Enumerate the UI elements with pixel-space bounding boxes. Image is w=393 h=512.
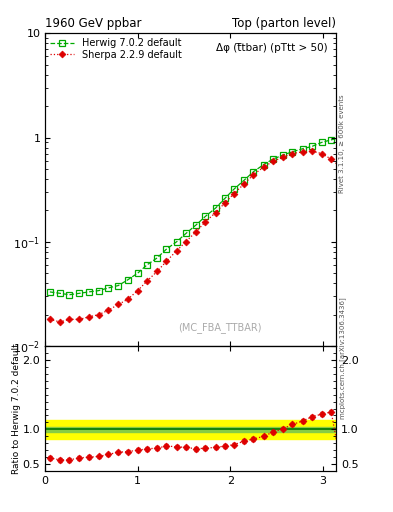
Sherpa 2.2.9 default <box>58 319 62 325</box>
Sherpa 2.2.9 default <box>290 151 295 157</box>
Herwig 7.0.2 default <box>222 196 227 202</box>
Herwig 7.0.2 default <box>261 161 266 167</box>
Sherpa 2.2.9 default <box>222 200 227 206</box>
Line: Herwig 7.0.2 default: Herwig 7.0.2 default <box>47 134 343 298</box>
Sherpa 2.2.9 default <box>48 316 52 323</box>
Herwig 7.0.2 default <box>164 246 169 252</box>
Herwig 7.0.2 default <box>86 289 91 295</box>
Sherpa 2.2.9 default <box>213 209 218 216</box>
Sherpa 2.2.9 default <box>155 268 160 274</box>
Herwig 7.0.2 default <box>106 285 110 291</box>
Sherpa 2.2.9 default <box>145 278 149 284</box>
Sherpa 2.2.9 default <box>232 190 237 197</box>
Sherpa 2.2.9 default <box>270 158 275 164</box>
Herwig 7.0.2 default <box>97 288 101 294</box>
Sherpa 2.2.9 default <box>338 164 343 170</box>
Herwig 7.0.2 default <box>242 177 246 183</box>
Herwig 7.0.2 default <box>145 262 149 268</box>
Y-axis label: Ratio to Herwig 7.0.2 default: Ratio to Herwig 7.0.2 default <box>12 343 21 474</box>
Herwig 7.0.2 default <box>116 283 121 289</box>
Herwig 7.0.2 default <box>48 289 52 295</box>
Text: 1960 GeV ppbar: 1960 GeV ppbar <box>45 16 142 30</box>
Herwig 7.0.2 default <box>281 152 285 158</box>
Herwig 7.0.2 default <box>184 230 188 237</box>
Sherpa 2.2.9 default <box>86 314 91 320</box>
Sherpa 2.2.9 default <box>261 164 266 170</box>
Sherpa 2.2.9 default <box>194 228 198 234</box>
Herwig 7.0.2 default <box>58 290 62 296</box>
Herwig 7.0.2 default <box>300 146 305 152</box>
Sherpa 2.2.9 default <box>106 307 110 313</box>
Herwig 7.0.2 default <box>125 277 130 283</box>
Line: Sherpa 2.2.9 default: Sherpa 2.2.9 default <box>48 148 343 325</box>
Sherpa 2.2.9 default <box>136 288 140 294</box>
Herwig 7.0.2 default <box>174 239 179 245</box>
Sherpa 2.2.9 default <box>242 181 246 187</box>
Legend: Herwig 7.0.2 default, Sherpa 2.2.9 default: Herwig 7.0.2 default, Sherpa 2.2.9 defau… <box>48 36 184 61</box>
Sherpa 2.2.9 default <box>309 148 314 154</box>
Herwig 7.0.2 default <box>329 137 334 143</box>
Herwig 7.0.2 default <box>338 135 343 141</box>
Text: Δφ (t̅tbar) (pTtt > 50): Δφ (t̅tbar) (pTtt > 50) <box>216 42 327 53</box>
Text: Top (parton level): Top (parton level) <box>232 16 336 30</box>
Herwig 7.0.2 default <box>136 270 140 276</box>
Herwig 7.0.2 default <box>213 205 218 211</box>
Herwig 7.0.2 default <box>270 156 275 162</box>
Herwig 7.0.2 default <box>309 143 314 150</box>
Herwig 7.0.2 default <box>232 186 237 192</box>
Sherpa 2.2.9 default <box>164 258 169 264</box>
Herwig 7.0.2 default <box>67 292 72 298</box>
Herwig 7.0.2 default <box>77 290 82 296</box>
Sherpa 2.2.9 default <box>251 172 256 178</box>
Sherpa 2.2.9 default <box>329 156 334 162</box>
Sherpa 2.2.9 default <box>67 316 72 323</box>
Sherpa 2.2.9 default <box>116 302 121 308</box>
Sherpa 2.2.9 default <box>97 311 101 317</box>
Herwig 7.0.2 default <box>290 148 295 155</box>
Herwig 7.0.2 default <box>194 222 198 228</box>
Herwig 7.0.2 default <box>203 214 208 220</box>
Sherpa 2.2.9 default <box>184 239 188 245</box>
Sherpa 2.2.9 default <box>300 148 305 155</box>
Sherpa 2.2.9 default <box>320 151 324 157</box>
Sherpa 2.2.9 default <box>125 296 130 303</box>
Sherpa 2.2.9 default <box>174 248 179 254</box>
Text: mcplots.cern.ch [arXiv:1306.3436]: mcplots.cern.ch [arXiv:1306.3436] <box>339 297 345 419</box>
Herwig 7.0.2 default <box>155 255 160 261</box>
Herwig 7.0.2 default <box>251 168 256 175</box>
Herwig 7.0.2 default <box>320 139 324 145</box>
Text: (MC_FBA_TTBAR): (MC_FBA_TTBAR) <box>178 323 261 333</box>
Sherpa 2.2.9 default <box>77 316 82 323</box>
Text: Rivet 3.1.10, ≥ 600k events: Rivet 3.1.10, ≥ 600k events <box>339 94 345 193</box>
Sherpa 2.2.9 default <box>203 219 208 225</box>
Sherpa 2.2.9 default <box>281 154 285 160</box>
